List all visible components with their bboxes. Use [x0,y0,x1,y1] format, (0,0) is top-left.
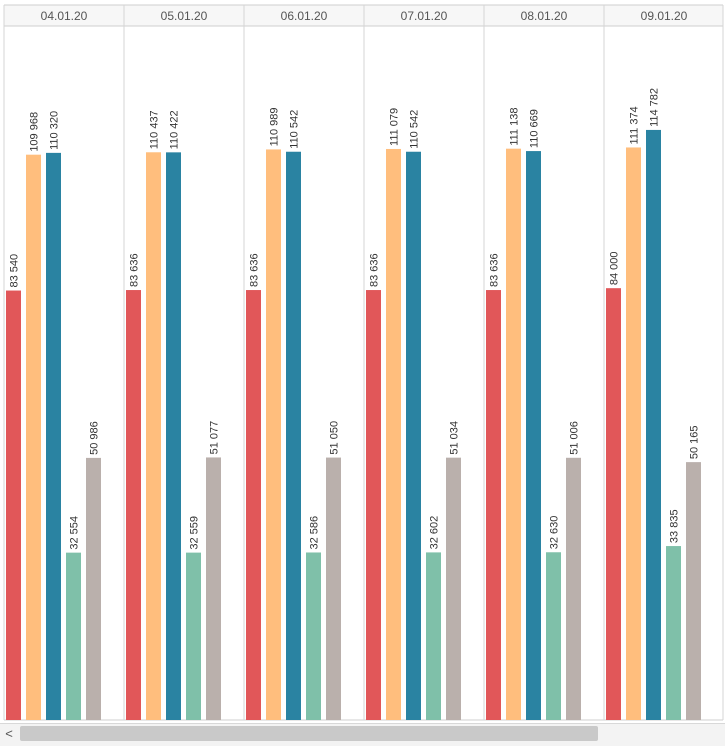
category-header-label: 04.01.20 [41,9,88,23]
category-header-label: 06.01.20 [281,9,328,23]
bar-value-label: 32 554 [69,516,81,550]
category-header-label: 07.01.20 [401,9,448,23]
scrollbar-thumb[interactable] [20,726,598,741]
bar [326,457,341,720]
bar-value-label: 110 422 [169,110,181,149]
bar [6,290,21,720]
category-header-label: 05.01.20 [161,9,208,23]
bar [26,154,41,720]
bar-value-label: 111 138 [509,108,521,146]
bar [546,552,561,720]
bar-value-label: 83 636 [489,253,501,287]
bar-value-label: 114 782 [649,88,661,127]
bar [606,288,621,720]
bar-value-label: 110 437 [149,110,161,149]
bar-value-label: 51 050 [329,421,341,455]
bar [206,457,221,720]
bar [446,457,461,720]
scroll-left-arrow-icon[interactable]: < [5,726,13,741]
bar [266,149,281,720]
bar-value-label: 109 968 [29,112,41,152]
bar-value-label: 111 079 [389,108,401,146]
bar [146,152,161,720]
bar [646,129,661,721]
bar [626,147,641,720]
bar-value-label: 32 602 [429,516,441,550]
bar [86,457,101,720]
bar [246,290,261,720]
bar-value-label: 50 165 [689,425,701,459]
bar-value-label: 51 077 [209,421,221,455]
bar [526,151,541,721]
bar-value-label: 50 986 [89,421,101,455]
bar [666,546,681,720]
bar [166,152,181,720]
bar [66,552,81,720]
bar-value-label: 83 540 [9,254,21,288]
bar-value-label: 110 989 [269,107,281,146]
bar-value-label: 110 669 [529,109,541,148]
bar-value-label: 32 559 [189,516,201,550]
bar [46,152,61,720]
bar-value-label: 32 630 [549,516,561,550]
bar [426,552,441,720]
bar-value-label: 110 320 [49,111,61,150]
bar [406,151,421,720]
bar [386,148,401,720]
bar [306,552,321,720]
bar-value-label: 110 542 [289,110,301,149]
bar-value-label: 84 000 [609,252,621,286]
bar-value-label: 83 636 [129,253,141,287]
bar [126,290,141,720]
bar [486,290,501,720]
bar [366,290,381,720]
bar-value-label: 32 586 [309,516,321,550]
bar-value-label: 51 034 [449,421,461,455]
bar-value-label: 83 636 [249,253,261,287]
bar-value-label: 33 835 [669,509,681,543]
bar [686,462,701,720]
category-header-label: 09.01.20 [641,9,688,23]
bar [566,457,581,720]
bar-value-label: 111 374 [629,106,641,144]
bar-value-label: 51 006 [569,421,581,455]
category-header-label: 08.01.20 [521,9,568,23]
bar [186,552,201,720]
bar [506,148,521,721]
bar-value-label: 110 542 [409,110,421,149]
bar-value-label: 83 636 [369,253,381,287]
bar [286,151,301,720]
